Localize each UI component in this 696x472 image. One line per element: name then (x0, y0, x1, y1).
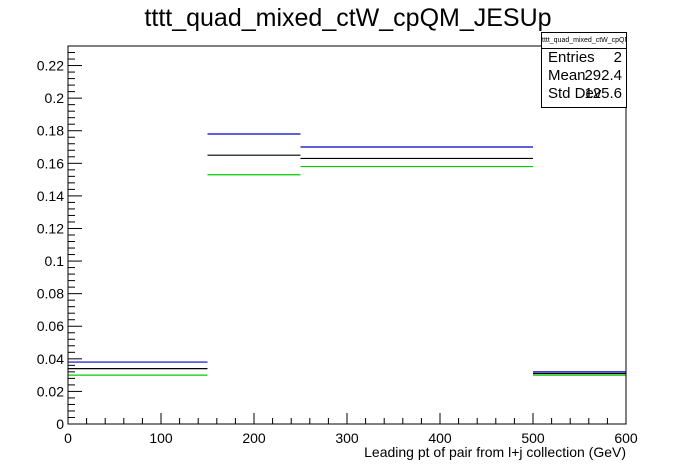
x-tick-label: 300 (335, 430, 359, 446)
y-tick-label: 0.08 (37, 286, 64, 302)
histogram-series (68, 133, 626, 376)
histogram-series-1 (68, 154, 626, 375)
y-tick-label: 0.1 (45, 253, 65, 269)
x-tick-label: 500 (521, 430, 545, 446)
x-tick-label: 400 (428, 430, 452, 446)
y-tick-label: 0.2 (45, 90, 65, 106)
y-tick-label: 0.16 (37, 155, 64, 171)
stats-label-mean: Mean (548, 67, 586, 84)
x-tick-label: 0 (64, 430, 72, 446)
stats-box: tttt_quad_mixed_ctW_cpQM_JESUp Entries 2… (541, 32, 627, 108)
axis-ticks (67, 45, 627, 425)
tick-labels: 0 100 200 300 400 500 600 0 0.02 0.04 0.06 0.08 0.1 0… (37, 58, 638, 446)
stats-value-mean: 292.4 (584, 67, 622, 84)
y-tick-label: 0.06 (37, 318, 64, 334)
y-tick-label: 0 (56, 416, 64, 432)
stats-box-title: tttt_quad_mixed_ctW_cpQM_JESUp (542, 33, 626, 49)
y-tick-label: 0.22 (37, 58, 64, 74)
histogram-series-2 (68, 165, 626, 376)
x-axis-label: Leading pt of pair from l+j collection (… (364, 444, 626, 460)
y-tick-label: 0.18 (37, 123, 64, 139)
y-tick-label: 0.14 (37, 188, 64, 204)
y-tick-label: 0.02 (37, 383, 64, 399)
plot-frame (67, 45, 627, 425)
y-tick-label: 0.04 (37, 351, 64, 367)
stats-row-entries: Entries 2 (542, 49, 626, 67)
stats-row-mean: Mean 292.4 (542, 67, 626, 85)
stats-value-stddev: 125.6 (584, 85, 622, 102)
histogram-series-0 (68, 133, 626, 373)
stats-row-stddev: Std Dev 125.6 (542, 85, 626, 103)
stats-label-entries: Entries (548, 49, 595, 66)
y-tick-label: 0.12 (37, 220, 64, 236)
chart-title: tttt_quad_mixed_ctW_cpQM_JESUp (144, 4, 552, 32)
x-tick-label: 200 (242, 430, 266, 446)
stats-label-stddev: Std Dev (548, 85, 602, 102)
x-tick-label: 100 (149, 430, 173, 446)
stats-value-entries: 2 (613, 49, 622, 66)
x-tick-label: 600 (614, 430, 638, 446)
